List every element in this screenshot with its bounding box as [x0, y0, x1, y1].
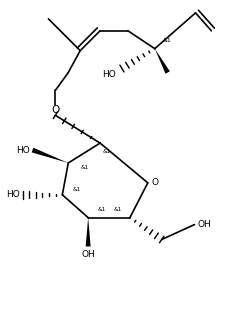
Text: OH: OH — [197, 220, 211, 229]
Polygon shape — [86, 218, 91, 246]
Text: &1: &1 — [103, 149, 111, 154]
Text: HO: HO — [16, 146, 30, 155]
Text: O: O — [152, 178, 159, 187]
Text: O: O — [51, 105, 60, 115]
Text: &1: &1 — [98, 207, 106, 212]
Text: HO: HO — [102, 70, 116, 79]
Polygon shape — [155, 49, 170, 74]
Text: &1: &1 — [72, 187, 81, 192]
Text: &1: &1 — [114, 207, 122, 212]
Text: HO: HO — [6, 190, 19, 199]
Polygon shape — [32, 148, 68, 163]
Text: OH: OH — [81, 250, 95, 259]
Text: &1: &1 — [163, 38, 172, 43]
Text: &1: &1 — [80, 166, 88, 171]
